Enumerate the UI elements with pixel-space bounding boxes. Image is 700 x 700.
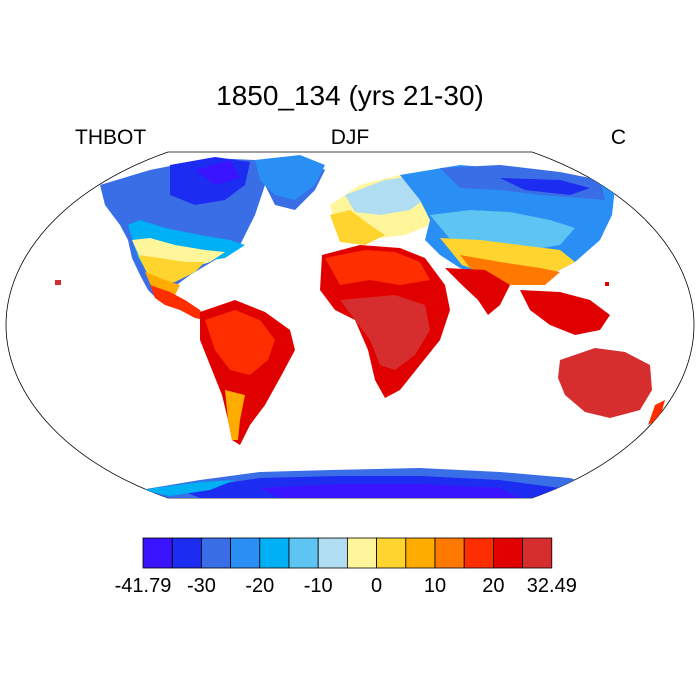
greenland (255, 155, 325, 200)
colorbar-tick-label: -10 (304, 575, 333, 597)
africa (320, 245, 450, 398)
antarctica (130, 468, 620, 498)
colorbar-swatch (346, 537, 377, 569)
colorbar-swatch (434, 537, 465, 569)
colorbar-tick-label: 10 (424, 575, 446, 597)
map-title: 1850_134 (yrs 21-30) (216, 80, 484, 111)
south-america (200, 300, 295, 445)
colorbar-swatch (376, 537, 407, 569)
colorbar-swatch (492, 537, 523, 569)
season-label: DJF (330, 126, 370, 149)
colorbar-tick-label: 0 (371, 575, 382, 597)
colorbar-swatch (259, 537, 290, 569)
hawaii-mark (55, 280, 61, 285)
new-zealand (648, 400, 665, 425)
colorbar-swatch (142, 537, 173, 569)
australia (558, 348, 652, 418)
colorbar-tick-label: -41.79 (115, 575, 172, 597)
units-label: C (610, 126, 626, 149)
colorbar-tick-label: 20 (482, 575, 504, 597)
pacific-island-mark (605, 282, 609, 286)
colorbar-tick-label: 32.49 (527, 575, 577, 597)
colorbar-tick-label: -30 (187, 575, 216, 597)
variable-label: THBOT (75, 126, 147, 149)
colorbar-swatch (522, 537, 553, 569)
colorbar-swatch (171, 537, 202, 569)
colorbar-swatch (200, 537, 231, 569)
colorbar-swatch (230, 537, 261, 569)
asia (400, 165, 615, 335)
colorbar-swatch (463, 537, 494, 569)
colorbar-swatch (405, 537, 436, 569)
colorbar-swatch (288, 537, 319, 569)
colorbar-tick-label: -20 (245, 575, 274, 597)
colorbar-swatch (317, 537, 348, 569)
